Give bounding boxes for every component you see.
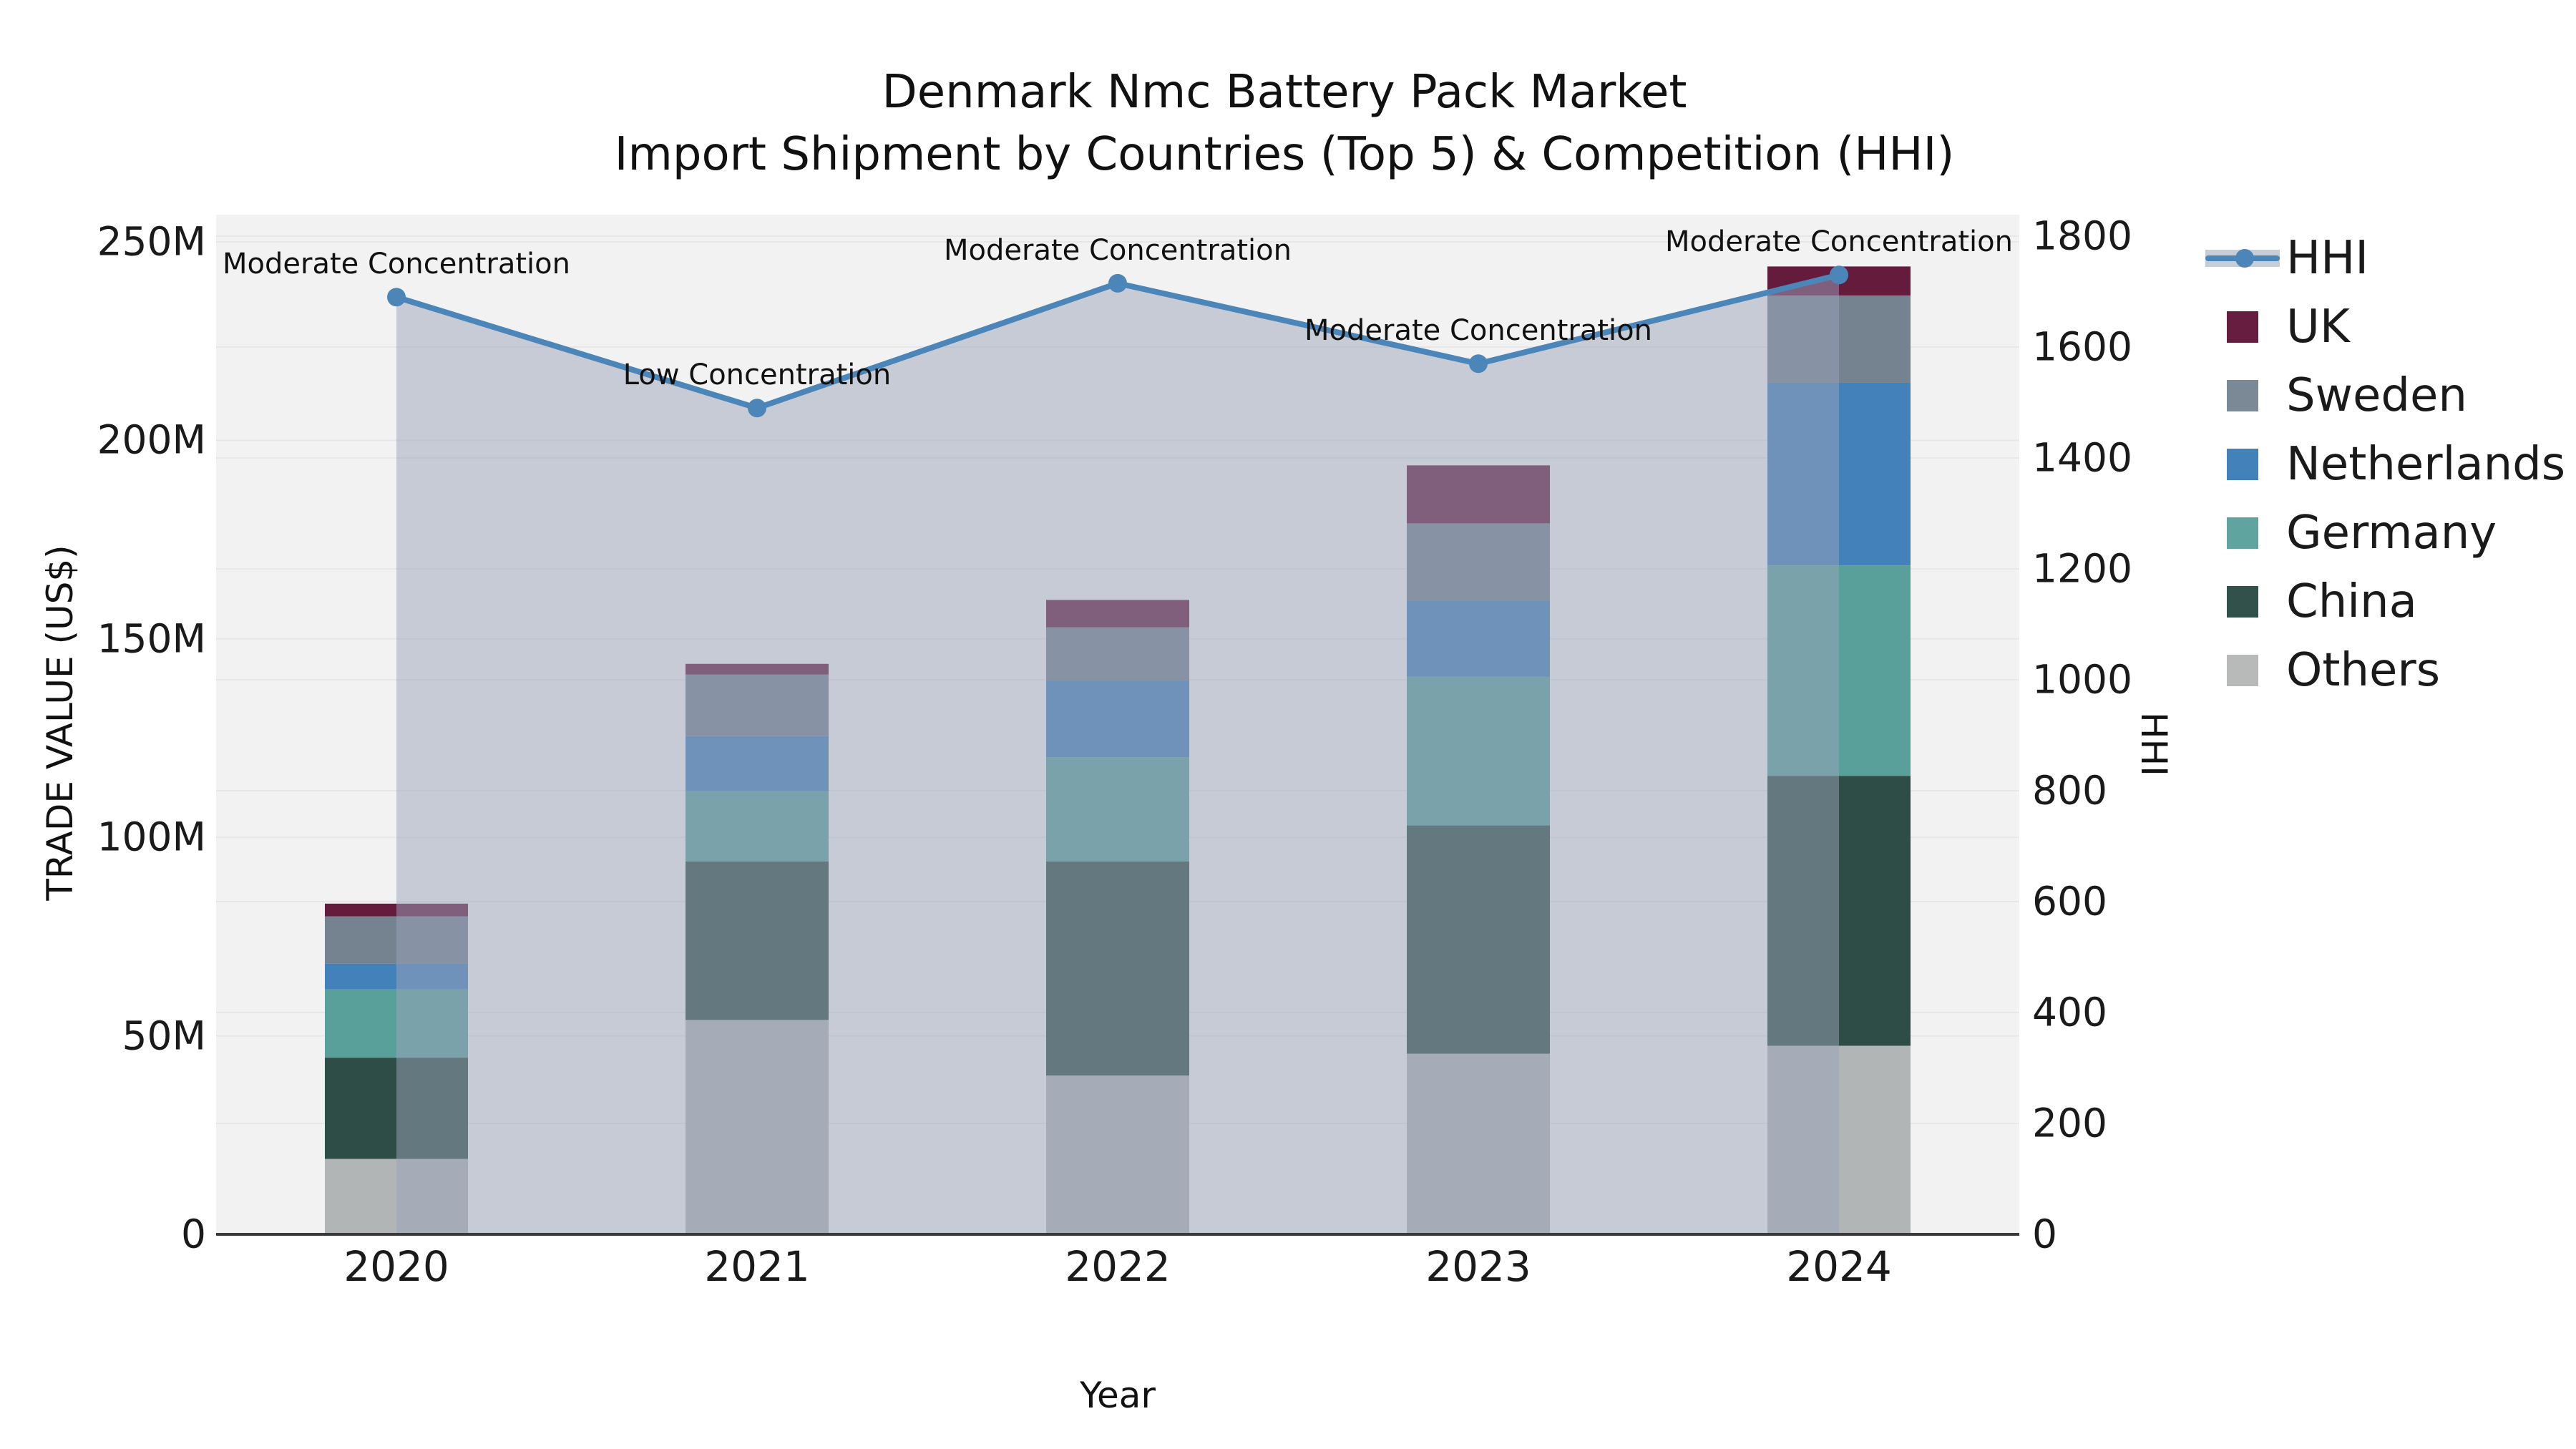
chart-title: Denmark Nmc Battery Pack Market Import S…: [0, 62, 2569, 186]
y-left-tick-200M: 200M: [97, 416, 206, 463]
x-tick-2020: 2020: [343, 1242, 449, 1291]
y-right-tick-1800: 1800: [2032, 213, 2132, 259]
hhi-marker-2023: [1469, 354, 1488, 374]
hhi-marker-2022: [1108, 273, 1127, 293]
annotation-2021: Low Concentration: [623, 358, 892, 392]
y-right-tick-1200: 1200: [2032, 545, 2132, 592]
chart-title-line2: Import Shipment by Countries (Top 5) & C…: [614, 128, 1955, 181]
y-left-tick-150M: 150M: [97, 615, 206, 662]
hhi-marker-2021: [748, 399, 766, 418]
y-left-tick-0: 0: [181, 1211, 206, 1257]
hhi-marker-2020: [387, 288, 406, 307]
y-right-tick-200: 200: [2032, 1100, 2107, 1146]
y-right-tick-400: 400: [2032, 989, 2107, 1035]
y-right-tick-600: 600: [2032, 878, 2107, 924]
y-left-tick-50M: 50M: [122, 1013, 206, 1059]
hhi-area-fill: [396, 275, 1839, 1234]
annotation-2022: Moderate Concentration: [944, 233, 1292, 267]
annotation-2023: Moderate Concentration: [1304, 314, 1652, 348]
y-axis-left-title: TRADE VALUE (US$): [39, 545, 81, 901]
annotation-2020: Moderate Concentration: [223, 248, 570, 281]
y-right-tick-0: 0: [2032, 1211, 2057, 1257]
y-axis-right-title: HHI: [2133, 712, 2175, 776]
y-right-tick-800: 800: [2032, 767, 2107, 814]
y-right-tick-1400: 1400: [2032, 434, 2132, 481]
annotation-2024: Moderate Concentration: [1665, 225, 2013, 259]
x-tick-2023: 2023: [1425, 1242, 1531, 1291]
hhi-marker-2024: [1830, 265, 1848, 285]
y-left-tick-100M: 100M: [97, 814, 206, 860]
x-axis-title: Year: [1080, 1375, 1156, 1416]
x-tick-2021: 2021: [704, 1242, 810, 1291]
y-left-tick-250M: 250M: [97, 218, 206, 265]
chart-title-line1: Denmark Nmc Battery Pack Market: [882, 66, 1687, 119]
x-tick-2024: 2024: [1786, 1242, 1892, 1291]
y-right-tick-1600: 1600: [2032, 323, 2132, 370]
x-tick-2022: 2022: [1065, 1242, 1171, 1291]
y-right-tick-1000: 1000: [2032, 656, 2132, 703]
